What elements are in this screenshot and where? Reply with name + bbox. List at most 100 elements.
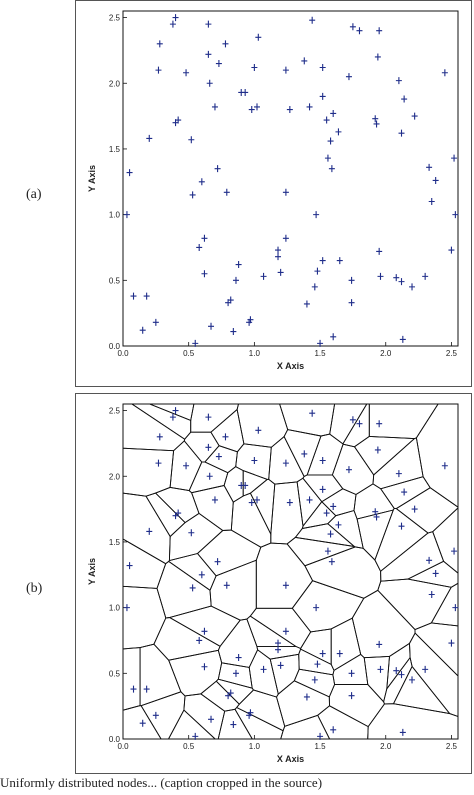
node-marker xyxy=(303,300,310,308)
node-marker xyxy=(317,732,324,740)
figure-caption-fragment: Uniformly distributed nodes... (caption … xyxy=(0,775,474,795)
node-marker xyxy=(201,270,208,278)
node-marker xyxy=(215,60,222,68)
voronoi-cell xyxy=(183,693,226,740)
node-marker xyxy=(327,137,334,145)
y-tick-label: 1.0 xyxy=(109,211,121,220)
voronoi-cell xyxy=(217,618,259,668)
node-marker xyxy=(143,292,150,300)
node-marker xyxy=(205,50,212,58)
node-marker xyxy=(232,276,239,284)
node-marker xyxy=(428,590,435,598)
node-marker xyxy=(330,109,337,117)
node-marker xyxy=(169,413,176,421)
node-marker xyxy=(374,446,381,454)
node-marker xyxy=(196,636,203,644)
node-marker xyxy=(282,627,289,635)
node-marker xyxy=(260,665,267,673)
node-marker xyxy=(311,283,318,291)
x-tick-label: 1.5 xyxy=(314,349,326,358)
node-marker xyxy=(309,16,316,24)
node-marker xyxy=(235,654,242,662)
node-marker xyxy=(335,128,342,136)
node-marker xyxy=(192,732,199,740)
node-marker xyxy=(123,211,130,219)
x-tick-label: 0.0 xyxy=(117,349,129,358)
node-marker xyxy=(254,496,260,504)
x-axis-label: X Axis xyxy=(277,361,304,371)
node-marker xyxy=(251,456,258,464)
node-marker xyxy=(313,211,320,219)
node-marker xyxy=(242,88,249,96)
node-marker xyxy=(319,63,326,71)
node-marker xyxy=(345,466,352,474)
panel-b-voronoi-cells xyxy=(122,403,459,740)
voronoi-cell xyxy=(210,408,245,453)
node-marker xyxy=(227,689,234,697)
y-tick-label: 0.0 xyxy=(109,735,121,744)
node-marker xyxy=(189,191,196,199)
node-marker xyxy=(277,268,284,276)
node-marker xyxy=(393,667,400,675)
node-marker xyxy=(205,443,212,451)
node-marker xyxy=(282,188,289,196)
node-marker xyxy=(189,584,196,592)
voronoi-cell xyxy=(269,653,300,695)
node-marker xyxy=(156,433,163,441)
node-marker xyxy=(451,547,458,555)
voronoi-cell xyxy=(140,691,186,740)
node-marker xyxy=(222,40,229,48)
node-marker xyxy=(255,33,262,41)
panel-b-voronoi-diagram: 0.0 0.5 1.0 1.5 2.0 2.5 0.0 0.5 1.0 1.5 2.0 2.5 X Ax… xyxy=(87,403,459,764)
node-marker xyxy=(152,318,159,326)
node-marker xyxy=(196,243,203,251)
node-marker xyxy=(248,499,255,507)
node-marker xyxy=(314,267,321,275)
voronoi-cell xyxy=(377,578,452,631)
node-marker xyxy=(335,521,342,529)
node-marker xyxy=(323,509,330,517)
voronoi-cell xyxy=(122,705,162,740)
x-tick-label: 2.5 xyxy=(446,349,458,358)
node-marker xyxy=(130,685,137,693)
voronoi-cell xyxy=(415,403,459,508)
node-marker xyxy=(275,646,282,654)
x-tick-label: 1.0 xyxy=(249,349,261,358)
node-marker xyxy=(143,685,150,693)
node-marker xyxy=(275,639,282,647)
node-marker xyxy=(349,23,356,31)
node-marker xyxy=(399,335,406,343)
voronoi-cell xyxy=(122,647,141,711)
y-tick-label: 2.0 xyxy=(109,79,121,88)
node-marker xyxy=(411,112,418,120)
node-marker xyxy=(139,326,146,334)
x-tick-label: 0.0 xyxy=(117,742,129,751)
node-marker xyxy=(227,296,234,304)
node-marker xyxy=(192,339,199,347)
voronoi-cell xyxy=(409,632,459,718)
node-marker xyxy=(319,456,326,464)
voronoi-cell xyxy=(367,703,459,740)
panel-b-node-markers xyxy=(123,407,459,740)
node-marker xyxy=(319,257,326,265)
y-tick-label: 0.5 xyxy=(109,669,121,678)
node-marker xyxy=(426,163,433,171)
voronoi-cell xyxy=(130,403,192,440)
node-marker xyxy=(232,669,239,677)
voronoi-cell xyxy=(430,582,459,627)
voronoi-cell xyxy=(353,435,416,476)
voronoi-cell xyxy=(327,509,364,549)
node-marker xyxy=(395,77,402,85)
node-marker xyxy=(206,472,213,480)
voronoi-cell xyxy=(328,684,386,728)
node-marker xyxy=(349,416,356,424)
voronoi-cell xyxy=(414,622,459,677)
voronoi-cell xyxy=(168,605,241,647)
voronoi-cell xyxy=(167,709,217,740)
node-marker xyxy=(432,569,439,577)
node-marker xyxy=(230,328,237,336)
node-marker xyxy=(282,459,289,467)
node-marker xyxy=(372,115,379,123)
node-marker xyxy=(376,640,383,648)
node-marker xyxy=(146,134,153,142)
